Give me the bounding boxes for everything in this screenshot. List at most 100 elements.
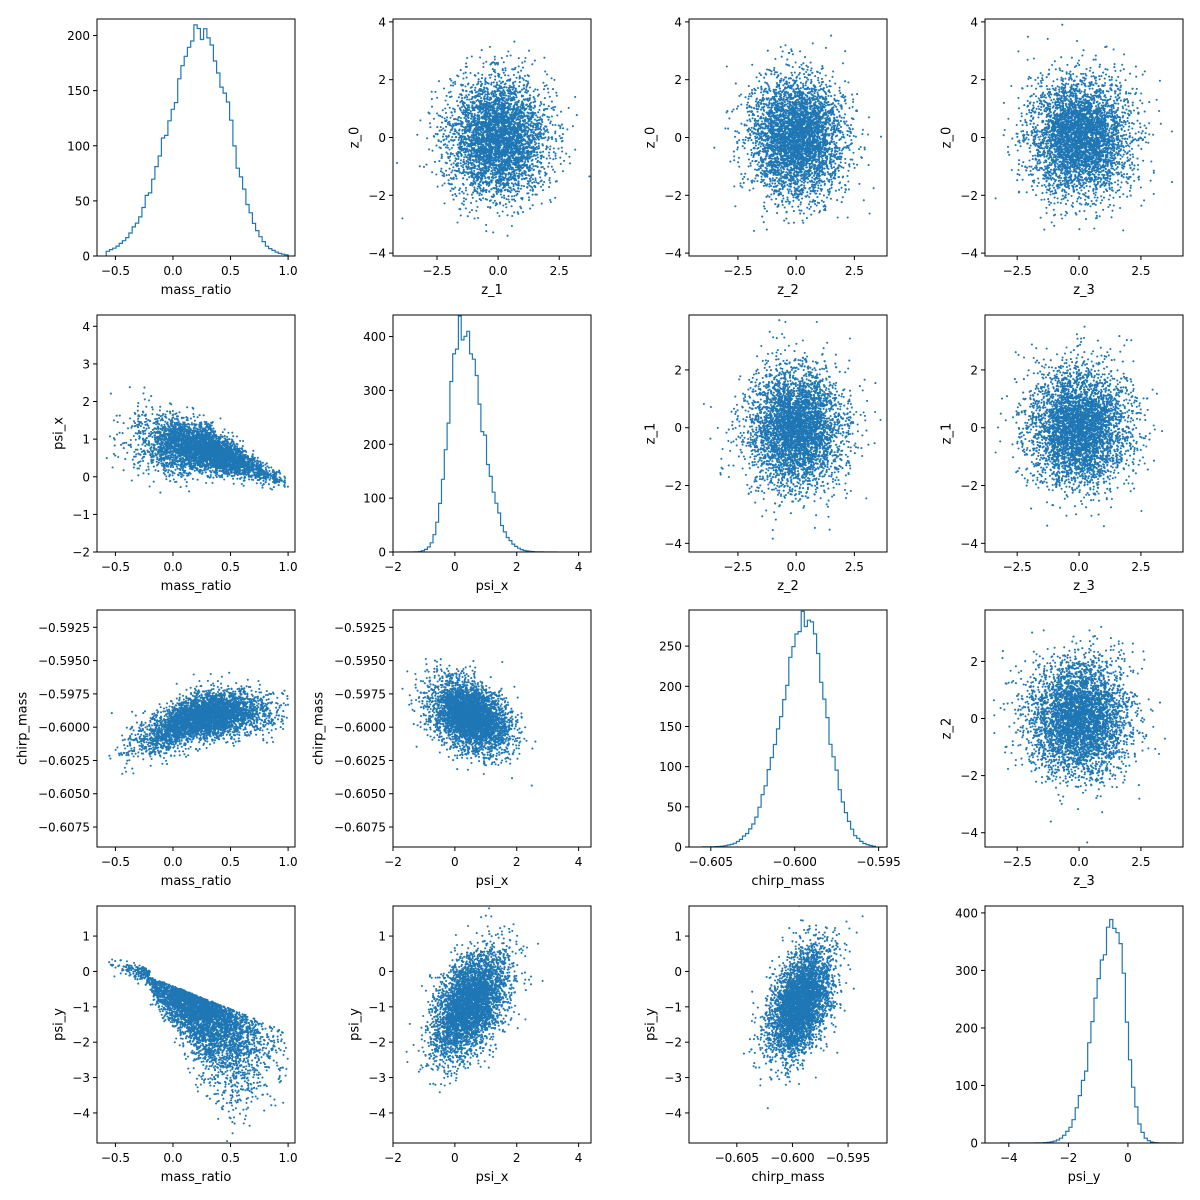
scatter-point [469, 182, 473, 185]
scatter-point [867, 133, 870, 136]
scatter-point [428, 148, 431, 151]
scatter-point [518, 85, 521, 88]
scatter-point [504, 133, 507, 136]
scatter-point [462, 172, 465, 175]
scatter-point [479, 184, 482, 187]
scatter-point [501, 99, 504, 102]
scatter-point [438, 129, 441, 132]
scatter-point [835, 105, 838, 108]
scatter-point [521, 100, 524, 103]
scatter-point [456, 131, 459, 134]
scatter-point [479, 150, 482, 153]
scatter-point [463, 116, 466, 119]
scatter-point [472, 133, 475, 136]
scatter-point [531, 178, 534, 181]
scatter-point [475, 177, 478, 180]
scatter-point [483, 166, 486, 169]
scatter-point [513, 108, 516, 111]
scatter-point [563, 159, 566, 162]
scatter-point [797, 87, 800, 90]
scatter-point [442, 127, 445, 130]
scatter-point [520, 127, 523, 130]
scatter-point [504, 69, 507, 72]
scatter-point [467, 116, 470, 119]
scatter-point [461, 182, 465, 185]
scatter-point [842, 166, 845, 169]
scatter-point [465, 104, 468, 107]
scatter-point [510, 111, 514, 114]
scatter-point [554, 196, 557, 199]
scatter-point [486, 205, 490, 209]
scatter-point [532, 122, 535, 125]
scatter-point [471, 91, 474, 95]
scatter-point [528, 150, 532, 153]
scatter-point [469, 86, 472, 89]
scatter-point [479, 88, 482, 91]
scatter-point [505, 112, 508, 115]
scatter-point [467, 165, 470, 168]
scatter-point [555, 91, 558, 94]
scatter-point [529, 153, 532, 156]
scatter-point [465, 171, 468, 174]
scatter-point [446, 144, 449, 147]
scatter-point [503, 90, 506, 93]
scatter-point [517, 71, 520, 74]
scatter-point [455, 165, 458, 168]
scatter-point [838, 123, 841, 127]
scatter-point [450, 163, 453, 166]
scatter-point [779, 45, 782, 49]
scatter-point [559, 125, 562, 128]
scatter-point [511, 68, 514, 71]
scatter-point [522, 185, 526, 188]
scatter-point [512, 141, 515, 144]
scatter-point [542, 150, 545, 153]
scatter-point [552, 151, 555, 154]
scatter-point [512, 123, 515, 126]
scatter-point [504, 102, 507, 105]
scatter-point [455, 195, 458, 198]
scatter-point [528, 98, 531, 101]
scatter-point [522, 84, 525, 87]
scatter-point [514, 101, 517, 104]
scatter-point [484, 79, 487, 82]
scatter-point [529, 133, 532, 137]
scatter-point [550, 165, 553, 168]
scatter-point [520, 114, 523, 117]
scatter-point [504, 128, 507, 131]
scatter-point [799, 201, 802, 204]
scatter-point [492, 132, 495, 136]
scatter-point [517, 182, 520, 185]
scatter-point [445, 116, 449, 119]
scatter-point [746, 152, 749, 156]
scatter-point [479, 152, 482, 155]
scatter-point [462, 192, 465, 195]
scatter-point [439, 126, 442, 129]
scatter-point [484, 119, 488, 122]
scatter-point [534, 177, 537, 180]
scatter-point [485, 135, 488, 139]
scatter-point [486, 124, 489, 127]
scatter-point [529, 141, 532, 144]
scatter-point [510, 189, 513, 192]
scatter-point [490, 83, 493, 86]
scatter-point [449, 116, 452, 119]
scatter-point [752, 141, 755, 144]
scatter-point [498, 142, 501, 145]
scatter-point [537, 93, 541, 96]
scatter-point [447, 135, 450, 138]
scatter-point [506, 127, 509, 130]
scatter-point [487, 137, 491, 140]
scatter-point [534, 179, 537, 182]
scatter-point [523, 115, 526, 118]
scatter-point [450, 187, 454, 190]
scatter-point [495, 97, 498, 100]
scatter-point [466, 134, 469, 137]
scatter-point [522, 177, 525, 180]
scatter-point [518, 140, 521, 143]
scatter-point [528, 177, 531, 180]
scatter-point [546, 115, 549, 118]
scatter-point [516, 157, 519, 160]
scatter-point [494, 128, 497, 131]
scatter-point [464, 153, 467, 156]
scatter-point [493, 166, 496, 169]
